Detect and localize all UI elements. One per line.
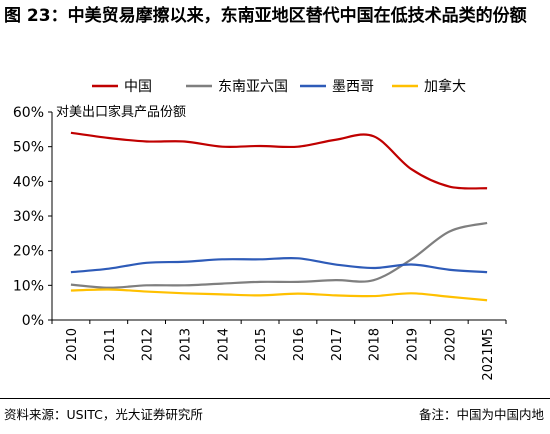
x-tick-label: 2019 — [405, 328, 420, 361]
legend-label: 东南亚六国 — [218, 79, 288, 95]
footnote: 备注：中国为中国内地 — [418, 407, 544, 422]
footer-rule — [0, 398, 550, 399]
legend-label: 墨西哥 — [332, 79, 374, 95]
y-tick-label: 0% — [22, 313, 44, 329]
y-tick-label: 20% — [13, 244, 44, 260]
figure-title: 图 23：中美贸易摩擦以来，东南亚地区替代中国在低技术品类的份额 — [4, 6, 527, 26]
axes: 0% 10% 20% 30% 40% 50% 60% 2010 2011 2012 2013 2014… — [13, 104, 507, 381]
x-tick-label: 2020 — [443, 328, 458, 361]
y-tick-label: 50% — [13, 140, 44, 156]
legend-label: 加拿大 — [424, 78, 466, 95]
y-tick-label: 60% — [13, 105, 44, 121]
x-tick-label: 2021M5 — [481, 328, 496, 381]
y-tick-label: 10% — [13, 278, 44, 294]
x-tick-label: 2010 — [65, 328, 80, 361]
x-tick-label: 2011 — [103, 328, 118, 361]
y-tick-label: 30% — [13, 209, 44, 225]
x-tick-label: 2017 — [330, 328, 345, 361]
series-line-1 — [70, 221, 488, 289]
series-line-2 — [70, 256, 488, 274]
legend: 中国 东南亚六国 墨西哥 加拿大 — [92, 78, 466, 95]
x-tick-label: 2015 — [254, 328, 269, 361]
source-note: 资料来源：USITC，光大证券研究所 — [4, 407, 203, 422]
series-line-0 — [70, 131, 488, 190]
y-tick-label: 40% — [13, 174, 44, 190]
x-tick-label: 2014 — [216, 328, 231, 361]
x-tick-label: 2018 — [368, 328, 383, 361]
x-tick-label: 2012 — [141, 328, 156, 361]
x-tick-label: 2016 — [292, 328, 307, 361]
series-line-3 — [70, 288, 488, 302]
series-layer — [70, 131, 488, 302]
y-axis-label: 对美出口家具产品份额 — [56, 104, 186, 120]
x-tick-label: 2013 — [178, 328, 193, 361]
legend-label: 中国 — [124, 79, 152, 95]
